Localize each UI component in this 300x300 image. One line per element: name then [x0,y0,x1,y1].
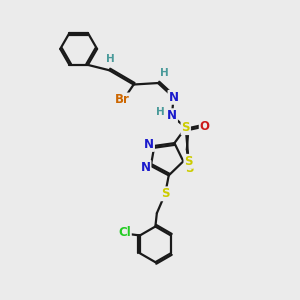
Text: O: O [200,120,210,133]
Text: Cl: Cl [118,226,131,239]
Text: N: N [140,161,151,174]
Text: H: H [160,68,169,78]
Text: H: H [106,54,115,64]
Text: N: N [167,109,177,122]
Text: N: N [144,138,154,151]
Text: H: H [156,107,165,117]
Text: Br: Br [115,94,130,106]
Text: N: N [169,91,178,104]
Text: S: S [185,162,194,175]
Text: S: S [184,155,193,168]
Text: S: S [161,187,170,200]
Text: S: S [182,121,190,134]
